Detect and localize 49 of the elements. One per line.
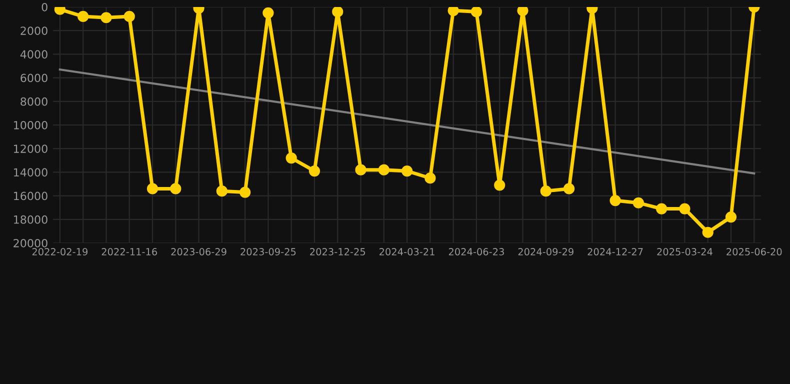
point (563, 183, 575, 194)
y-tick-label: 8000 (20, 97, 48, 106)
point (702, 226, 714, 238)
x-tick-label: 2024-12-27 (588, 248, 643, 256)
point (494, 180, 506, 191)
x-tick-label: 2023-12-25 (310, 248, 366, 256)
point (448, 7, 459, 16)
point (216, 186, 228, 197)
x-tick-label: 2025-03-24 (657, 248, 712, 256)
point (355, 164, 366, 176)
point (308, 165, 320, 177)
y-tick-label: 18000 (14, 215, 48, 224)
point (332, 7, 344, 18)
point (262, 7, 274, 18)
x-tick-label: 2022-02-19 (32, 248, 88, 256)
point (725, 211, 737, 223)
x-tick-label: 2024-03-21 (380, 248, 434, 256)
y-tick-label: 10000 (14, 120, 48, 130)
y-tick-label: 4000 (20, 50, 48, 59)
point (100, 12, 112, 24)
x-tick-label: 2023-06-29 (171, 248, 226, 256)
x-tick-label: 2024-06-23 (448, 248, 504, 256)
point (286, 152, 297, 164)
y-tick-label: 0 (42, 2, 48, 12)
point (470, 7, 482, 18)
point (632, 197, 644, 208)
point (78, 10, 89, 22)
x-tick-label: 2024-09-29 (518, 248, 574, 256)
y-tick-label: 6000 (20, 74, 48, 82)
point (517, 7, 528, 16)
point (424, 172, 436, 184)
point (146, 183, 158, 194)
point (679, 203, 690, 214)
x-tick-label: 2025-06-20 (726, 248, 782, 256)
point (240, 186, 251, 198)
x-tick-label: 2023-09-25 (240, 248, 296, 256)
y-tick-label: 20000 (14, 238, 48, 248)
point (378, 164, 390, 176)
point (656, 203, 668, 214)
y-tick-label: 16000 (14, 192, 48, 200)
y-tick-label: 14000 (14, 168, 48, 177)
point (124, 10, 135, 22)
point (610, 194, 621, 206)
point (540, 186, 552, 197)
x-tick-label: 2022-11-16 (102, 248, 157, 256)
point (170, 183, 182, 194)
y-tick-label: 12000 (14, 144, 48, 153)
y-tick-label: 2000 (20, 26, 48, 35)
point (401, 165, 413, 177)
